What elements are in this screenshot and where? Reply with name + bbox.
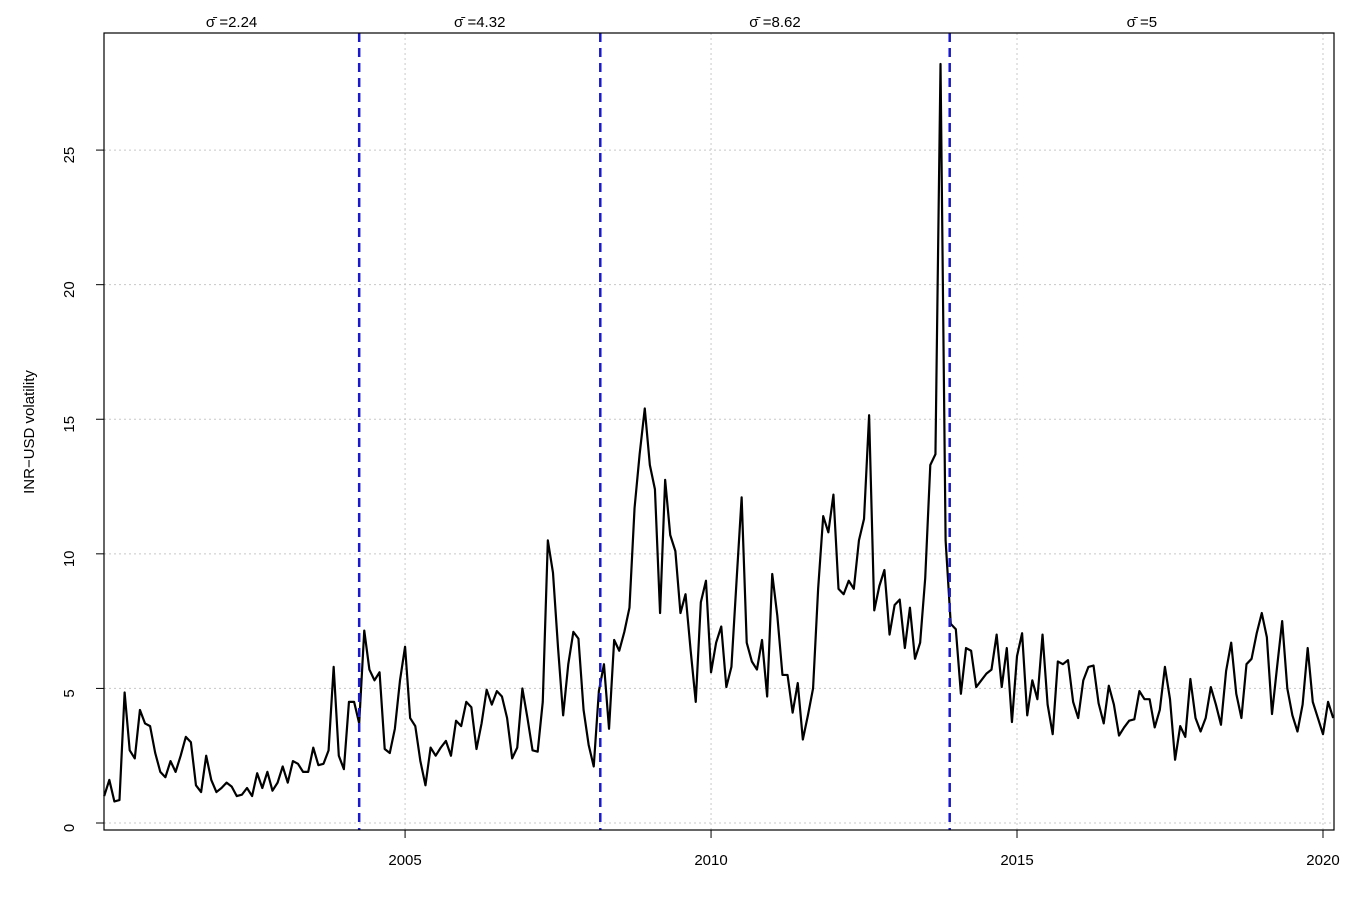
- y-tick-label: 25: [61, 147, 78, 164]
- y-tick-label: 0: [61, 824, 78, 832]
- segment-label: σ̄ =2.24: [206, 14, 257, 31]
- x-tick-label: 2005: [388, 852, 421, 869]
- y-tick-label: 5: [61, 689, 78, 697]
- x-tick-label: 2020: [1306, 852, 1339, 869]
- x-tick-label: 2010: [694, 852, 727, 869]
- y-tick-label: 20: [61, 281, 78, 298]
- y-axis-label: INR−USD volatility: [21, 370, 38, 494]
- segment-label: σ̄ =8.62: [749, 14, 800, 31]
- y-tick-label: 15: [61, 416, 78, 433]
- data-line: [103, 62, 1335, 803]
- segment-label: σ̄ =4.32: [454, 14, 505, 31]
- segment-label: σ̄ =5: [1127, 14, 1158, 31]
- x-tick-label: 2015: [1000, 852, 1033, 869]
- plot-frame: [103, 32, 1335, 831]
- y-tick-label: 10: [61, 550, 78, 567]
